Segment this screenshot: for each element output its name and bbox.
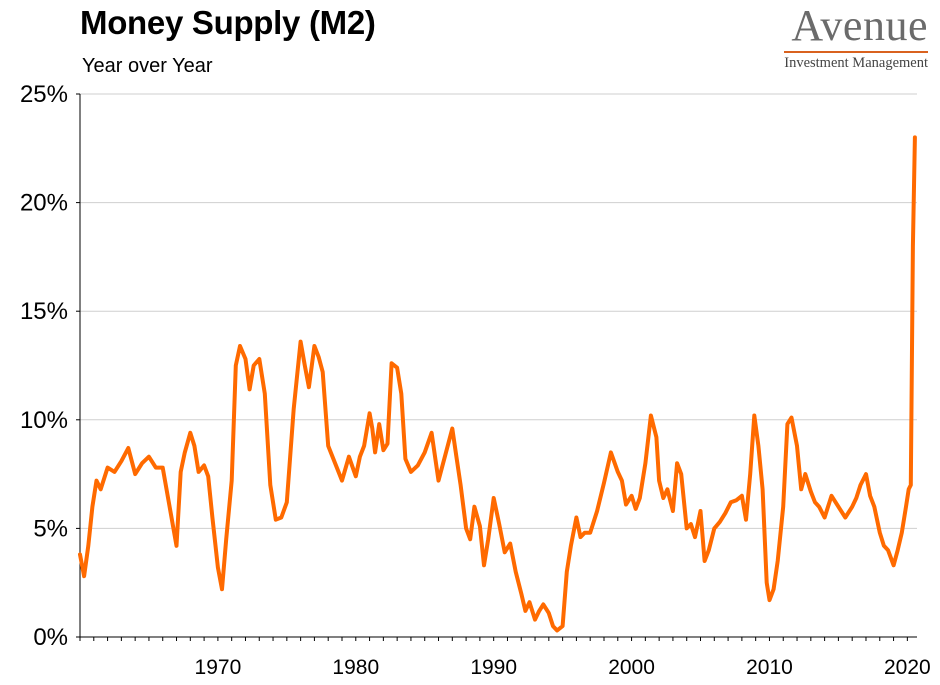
x-tick-label: 2010 xyxy=(746,656,793,679)
x-tick-label: 1970 xyxy=(195,656,242,679)
avenue-logo: Avenue Investment Management xyxy=(784,2,928,71)
logo-tagline: Investment Management xyxy=(784,55,928,71)
y-tick-label: 10% xyxy=(20,407,68,434)
x-tick-label: 1990 xyxy=(470,656,517,679)
y-tick-label: 20% xyxy=(20,190,68,217)
page-subtitle: Year over Year xyxy=(82,55,213,77)
y-gridlines xyxy=(80,93,917,529)
logo-rule xyxy=(784,51,928,53)
x-tick-labels: 1970 1980 1990 2000 2010 2020 xyxy=(195,656,931,679)
y-tick-labels: 0% 5% 10% 15% 20% 25% xyxy=(20,81,68,651)
series-line-m2 xyxy=(78,135,917,633)
chart-axes xyxy=(76,93,917,641)
logo-wordmark: Avenue xyxy=(791,1,928,50)
x-tick-label: 2020 xyxy=(884,656,931,679)
x-tick-label: 2000 xyxy=(608,656,655,679)
y-tick-label: 25% xyxy=(20,81,68,108)
page-title: Money Supply (M2) xyxy=(80,4,376,41)
series-group xyxy=(78,135,917,633)
y-tick-label: 0% xyxy=(33,624,68,651)
y-tick-label: 5% xyxy=(33,515,68,542)
x-tick-label: 1980 xyxy=(332,656,379,679)
y-tick-label: 15% xyxy=(20,298,68,325)
